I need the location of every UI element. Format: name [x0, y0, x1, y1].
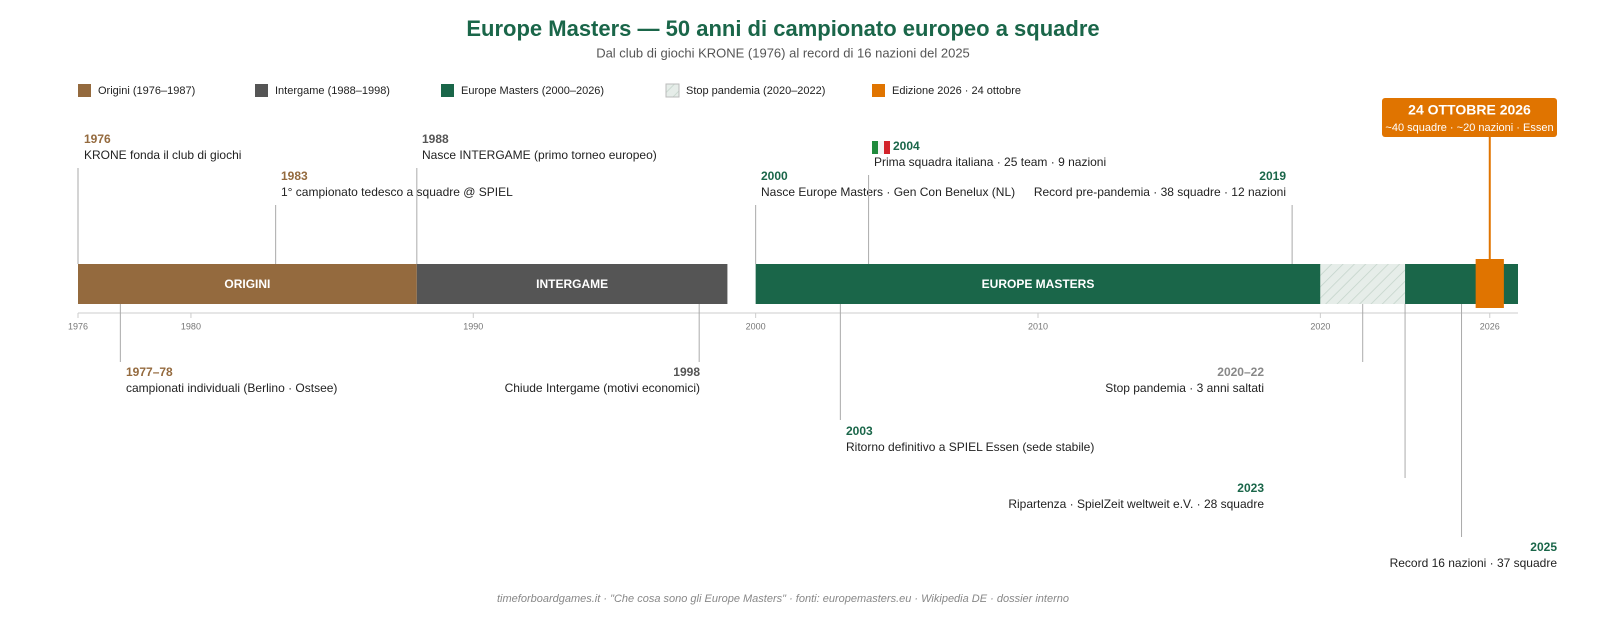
- event-year: 1988: [422, 132, 449, 146]
- x-tick-label: 2010: [1028, 321, 1048, 331]
- legend-swatch: [78, 84, 91, 97]
- highlight-title: 24 OTTOBRE 2026: [1408, 102, 1531, 118]
- flag-white: [878, 141, 884, 154]
- event-text: Ritorno definitivo a SPIEL Essen (sede s…: [846, 440, 1094, 454]
- event-year: 2000: [761, 169, 788, 183]
- event-text: Stop pandemia · 3 anni saltati: [1105, 381, 1264, 395]
- source-note: timeforboardgames.it · "Che cosa sono gl…: [497, 593, 1069, 605]
- flag-green: [872, 141, 878, 154]
- event-year: 1976: [84, 132, 111, 146]
- chart-subtitle: Dal club di giochi KRONE (1976) al recor…: [596, 45, 970, 60]
- x-tick-label: 1990: [463, 321, 483, 331]
- legend-swatch: [441, 84, 454, 97]
- event-text: Prima squadra italiana · 25 team · 9 naz…: [874, 155, 1106, 169]
- legend-label: Intergame (1988–1998): [275, 85, 390, 97]
- x-tick-label: 2000: [746, 321, 766, 331]
- legend-label: Edizione 2026 · 24 ottobre: [892, 85, 1021, 97]
- x-tick-label: 1976: [68, 321, 88, 331]
- chart-title: Europe Masters — 50 anni di campionato e…: [466, 16, 1099, 41]
- event-text: Ripartenza · SpielZeit weltweit e.V. · 2…: [1008, 497, 1264, 511]
- event-text: Record 16 nazioni · 37 squadre: [1390, 556, 1558, 570]
- event-text: Nasce Europe Masters · Gen Con Benelux (…: [761, 185, 1015, 199]
- legend-label: Stop pandemia (2020–2022): [686, 85, 825, 97]
- event-year: 2004: [893, 139, 920, 153]
- event-text: 1° campionato tedesco a squadre @ SPIEL: [281, 185, 513, 199]
- legend-label: Origini (1976–1987): [98, 85, 195, 97]
- period-label: INTERGAME: [536, 277, 608, 291]
- event-year: 2023: [1237, 481, 1264, 495]
- legend-label: Europe Masters (2000–2026): [461, 85, 604, 97]
- highlight-box: [1382, 98, 1557, 137]
- event-year: 2020–22: [1217, 365, 1264, 379]
- highlight-bar: [1475, 259, 1504, 308]
- legend-swatch: [255, 84, 268, 97]
- period-label: EUROPE MASTERS: [982, 277, 1095, 291]
- period-bar: [78, 264, 417, 304]
- period-bar: [1320, 264, 1406, 304]
- x-tick-label: 2020: [1310, 321, 1330, 331]
- period-label: ORIGINI: [224, 277, 270, 291]
- x-tick-label: 1980: [181, 321, 201, 331]
- event-year: 2025: [1530, 540, 1557, 554]
- event-text: Nasce INTERGAME (primo torneo europeo): [422, 148, 657, 162]
- event-year: 2019: [1259, 169, 1286, 183]
- event-text: Chiude Intergame (motivi economici): [505, 381, 700, 395]
- highlight-text: ~40 squadre · ~20 nazioni · Essen: [1385, 122, 1553, 134]
- event-year: 1977–78: [126, 365, 173, 379]
- period-bar: [416, 264, 728, 304]
- event-year: 1998: [673, 365, 700, 379]
- x-tick-label: 2026: [1480, 321, 1500, 331]
- period-bar: [755, 264, 1321, 304]
- event-text: Record pre-pandemia · 38 squadre · 12 na…: [1034, 185, 1286, 199]
- legend-swatch: [665, 83, 680, 98]
- flag-red: [884, 141, 890, 154]
- event-year: 1983: [281, 169, 308, 183]
- legend-swatch: [872, 84, 885, 97]
- event-text: KRONE fonda il club di giochi: [84, 148, 241, 162]
- event-text: campionati individuali (Berlino · Ostsee…: [126, 381, 337, 395]
- event-year: 2003: [846, 424, 873, 438]
